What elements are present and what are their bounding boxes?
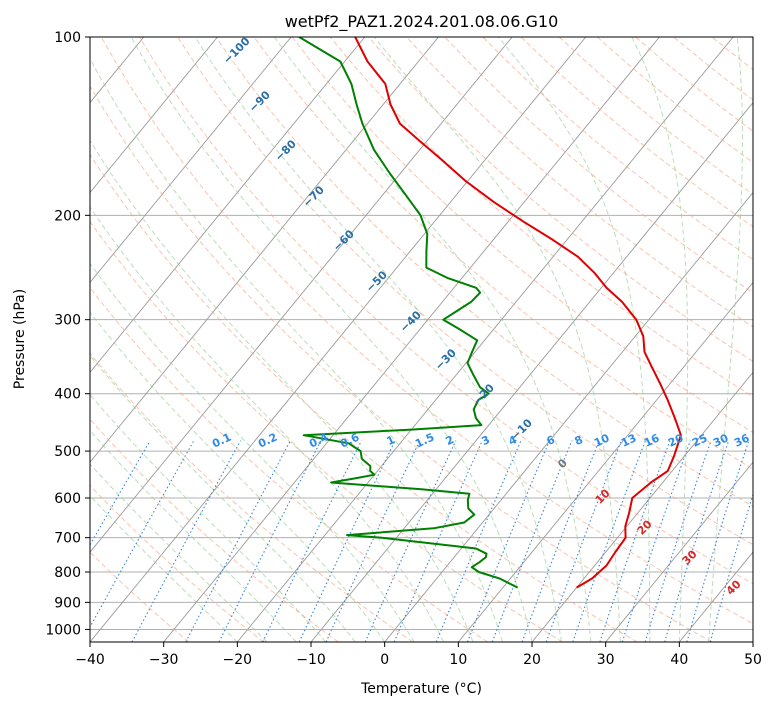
axis-ticks: −40 −30 −20 −10 0 10 20 30 40 50 1000 900 800 700 600 5… xyxy=(45,30,762,668)
x-tick-label: 0 xyxy=(380,652,389,668)
moist-adiabat-line xyxy=(373,37,621,642)
mixing-ratio-label: 36 xyxy=(732,431,752,449)
mixing-ratio-line xyxy=(364,440,457,642)
isotherm-line xyxy=(384,191,753,642)
mixing-ratio-label: 16 xyxy=(642,431,662,449)
y-tick-label: 500 xyxy=(54,444,81,460)
y-tick-label: 700 xyxy=(54,531,81,547)
moist-adiabat-line xyxy=(90,262,415,642)
moist-adiabat-line xyxy=(631,37,689,642)
mixing-ratio-line xyxy=(131,440,242,642)
x-tick-label: −20 xyxy=(223,652,253,668)
y-tick-label: 900 xyxy=(54,595,81,611)
mixing-ratio-line xyxy=(709,492,753,642)
mixing-ratio-line xyxy=(393,440,483,642)
sounding-series xyxy=(298,37,682,589)
mixing-ratio-line xyxy=(435,440,522,642)
isotherm-line xyxy=(90,37,292,284)
moist-adiabat-line xyxy=(130,37,533,642)
dry-adiabat-line xyxy=(444,37,753,294)
isotherm-line xyxy=(531,371,753,642)
dry-adiabat-line xyxy=(406,37,753,328)
x-tick-label: 30 xyxy=(597,652,615,668)
x-axis-label: Temperature (°C) xyxy=(360,681,482,697)
x-tick-label: 50 xyxy=(744,652,762,668)
y-tick-label: 600 xyxy=(54,491,81,507)
isotherm-line xyxy=(90,37,218,194)
plot-frame xyxy=(89,36,754,643)
x-tick-label: 40 xyxy=(670,652,688,668)
mixing-ratio-line xyxy=(644,440,712,642)
dry-adiabat-line xyxy=(90,418,339,642)
mixing-ratio-line xyxy=(686,440,750,642)
moist-adiabat-line xyxy=(90,495,238,642)
isotherm-line xyxy=(90,37,439,463)
dry-adiabat-line xyxy=(90,551,190,642)
mixing-ratio-label: 13 xyxy=(619,431,638,449)
isotherm-line xyxy=(90,37,366,374)
mixing-ratio-label: 30 xyxy=(711,431,731,449)
mixing-ratio-line xyxy=(262,440,362,642)
x-tick-label: −40 xyxy=(75,652,105,668)
dry-adiabat-line xyxy=(90,286,488,642)
dry-adiabat-line xyxy=(177,37,753,546)
moist-adiabat-line xyxy=(498,37,651,642)
x-tick-label: 20 xyxy=(523,652,541,668)
isotherm-line xyxy=(90,37,587,642)
moist-adiabat-line xyxy=(90,429,297,642)
y-tick-label: 800 xyxy=(54,565,81,581)
y-axis-label: Pressure (hPa) xyxy=(12,289,28,389)
dry-adiabat-line xyxy=(100,37,753,625)
isotherm-line xyxy=(605,461,753,642)
y-tick-label: 400 xyxy=(54,387,81,403)
moist-adiabat-line xyxy=(90,354,356,642)
x-tick-label: 10 xyxy=(449,652,467,668)
moist-adiabat-line xyxy=(90,311,386,642)
chart-title: wetPf2_PAZ1.2024.201.08.06.G10 xyxy=(285,12,559,32)
plot-background xyxy=(90,37,753,642)
moist-adiabat-line xyxy=(708,37,743,642)
background-lines xyxy=(90,37,753,642)
y-tick-label: 1000 xyxy=(45,622,81,638)
isotherm-line xyxy=(457,281,753,642)
x-tick-label: −30 xyxy=(149,652,179,668)
dry-adiabat-line xyxy=(329,37,753,398)
mixing-ratio-line xyxy=(90,440,195,629)
mixing-ratio-label: 20 xyxy=(666,431,686,449)
x-tick-label: −10 xyxy=(296,652,326,668)
moist-adiabat-line xyxy=(194,37,562,642)
mixing-ratio-line xyxy=(572,440,646,642)
mixing-ratio-line xyxy=(545,440,622,642)
mixing-ratio-line xyxy=(664,440,730,642)
dry-adiabat-line xyxy=(90,484,264,642)
y-tick-label: 300 xyxy=(54,313,81,329)
y-tick-label: 100 xyxy=(54,30,81,46)
mixing-ratio-label: 10 xyxy=(592,431,612,449)
moist-adiabat-line xyxy=(90,57,503,642)
dry-adiabat-line xyxy=(90,153,638,642)
y-tick-label: 200 xyxy=(54,208,81,224)
moist-adiabat-line xyxy=(90,463,268,642)
temperature-line xyxy=(354,37,682,589)
dry-adiabat-line xyxy=(90,85,712,642)
isotherm-line xyxy=(163,37,660,642)
dry-adiabat-line xyxy=(139,37,753,585)
dewpoint-line xyxy=(298,37,519,589)
dry-adiabat-line xyxy=(90,220,563,642)
moist-adiabat-line xyxy=(273,37,592,642)
moist-adiabat-line xyxy=(90,393,327,642)
mixing-ratio-label: 25 xyxy=(690,431,709,449)
dry-adiabat-line xyxy=(90,352,414,642)
isotherm-line xyxy=(236,37,734,642)
dry-adiabat-line xyxy=(291,37,753,434)
isotherm-line xyxy=(90,37,513,553)
